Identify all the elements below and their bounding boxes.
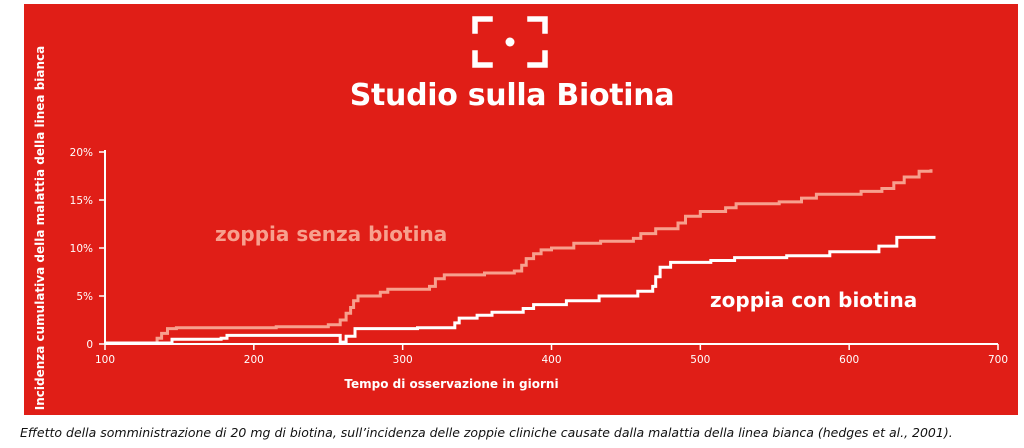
series-line-con-biotina — [105, 235, 936, 345]
x-tick-label: 400 — [541, 354, 561, 366]
y-tick-label: 20% — [70, 147, 93, 159]
series-line-senza-biotina — [105, 169, 933, 345]
x-axis-title: Tempo di osservazione in giorni — [344, 377, 558, 391]
series-label-senza-biotina: zoppia senza biotina — [215, 222, 447, 246]
y-tick-label: 10% — [70, 243, 93, 255]
x-tick-label: 200 — [244, 354, 264, 366]
x-tick-label: 500 — [690, 354, 710, 366]
x-tick-label: 300 — [393, 354, 413, 366]
x-tick-label: 700 — [988, 354, 1008, 366]
y-tick-label: 0 — [86, 339, 93, 351]
page-title: Studio sulla Biotina — [349, 78, 675, 113]
focus-frame-icon — [472, 16, 548, 68]
x-tick-label: 600 — [839, 354, 859, 366]
x-tick-label: 100 — [95, 354, 115, 366]
y-axis-title: Incidenza cumulativa della malattia dell… — [33, 46, 47, 411]
chart-panel — [24, 4, 1018, 415]
figure-caption: Effetto della somministrazione di 20 mg … — [20, 425, 953, 440]
y-tick-label: 15% — [70, 195, 93, 207]
series-label-con-biotina: zoppia con biotina — [710, 288, 917, 312]
y-tick-label: 5% — [76, 291, 93, 303]
